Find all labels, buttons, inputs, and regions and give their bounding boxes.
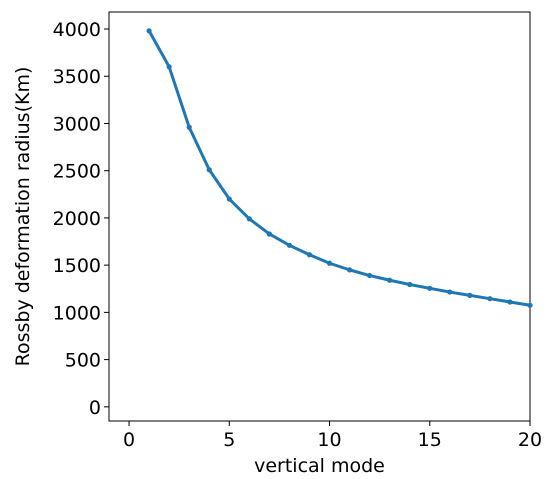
series-line <box>147 29 532 307</box>
y-tick-label: 3500 <box>53 66 101 88</box>
data-point <box>306 252 313 258</box>
x-tick-label: 15 <box>418 429 442 451</box>
y-tick-label: 1500 <box>53 255 101 277</box>
y-tick-label: 3000 <box>53 113 101 135</box>
x-axis: 0 5 10 15 20 <box>123 421 542 451</box>
plot-area <box>108 11 533 422</box>
data-point <box>346 267 353 273</box>
y-tick-label: 4000 <box>53 19 101 41</box>
x-tick-label: 20 <box>518 429 542 451</box>
data-point <box>166 64 172 70</box>
data-point <box>326 260 333 266</box>
y-axis: 0 500 1000 1500 2000 2500 3000 3500 4000 <box>53 19 109 419</box>
x-tick-label: 10 <box>317 429 341 451</box>
data-point <box>507 299 513 305</box>
data-point <box>226 196 232 202</box>
y-tick-label: 0 <box>89 397 101 419</box>
x-tick-label: 5 <box>223 429 235 451</box>
y-tick-label: 2000 <box>53 208 101 230</box>
data-point <box>387 277 393 283</box>
data-point <box>206 167 212 173</box>
data-point <box>146 28 152 34</box>
series-layer <box>146 28 533 308</box>
data-point <box>286 242 293 248</box>
y-tick-label: 2500 <box>53 161 101 183</box>
y-axis-label: Rossby deformation radius(Km) <box>12 67 34 367</box>
data-point <box>487 296 493 302</box>
data-point <box>367 272 373 279</box>
data-point <box>427 285 433 291</box>
data-point <box>527 302 533 308</box>
data-point <box>266 231 272 237</box>
data-point <box>246 216 252 222</box>
plot-frame <box>108 11 531 422</box>
x-axis-label: vertical mode <box>254 455 385 477</box>
y-tick-label: 500 <box>65 350 101 372</box>
data-point <box>407 281 413 288</box>
data-point <box>447 289 453 295</box>
x-tick-label: 0 <box>123 429 135 451</box>
y-tick-label: 1000 <box>53 302 101 324</box>
data-point <box>186 124 192 130</box>
data-point <box>467 292 473 298</box>
